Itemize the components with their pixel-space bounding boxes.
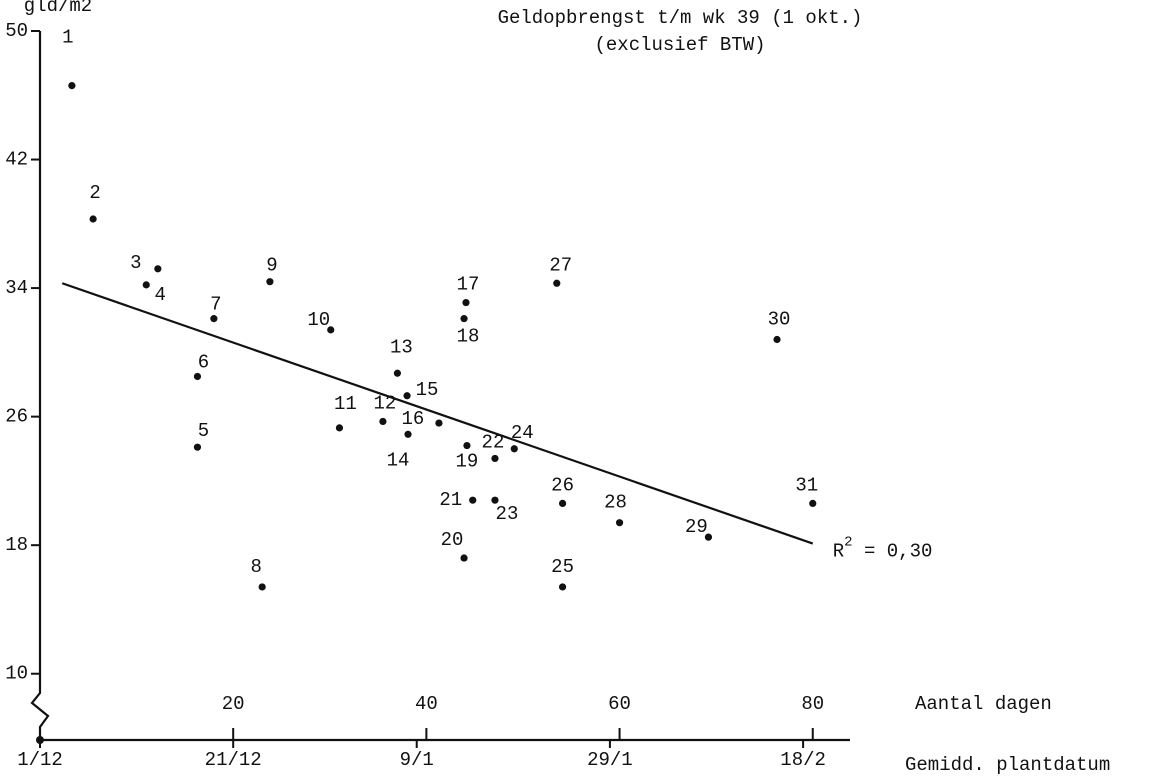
x-tick-label: 60 [608,693,631,715]
point-label: 11 [334,393,357,415]
data-point [142,281,150,289]
y-tick-label: 34 [5,277,28,299]
x-tick-label: 80 [801,693,824,715]
point-label: 12 [374,392,397,414]
point-label: 19 [456,451,479,473]
point-label: 3 [130,252,141,274]
x2-tick-label: 21/12 [205,749,262,771]
chart-subtitle: (exclusief BTW) [594,34,765,56]
data-point [491,454,499,463]
r2-sup: 2 [844,534,852,550]
data-point [553,279,561,287]
data-point [154,265,162,273]
trend-line [61,282,814,545]
data-point [210,315,218,323]
point-label: 8 [250,556,261,578]
x-axis-label: Aantal dagen [915,693,1052,715]
point-label: 22 [482,431,505,453]
x-tick-label: 20 [222,693,245,715]
x2-tick-label: 18/2 [780,749,826,771]
x-tick-label: 40 [415,693,438,715]
data-point [558,583,567,591]
x2-axis-label: Gemidd. plantdatum [905,754,1110,776]
chart-title: Geldopbrengst t/m wk 39 (1 okt.) [498,7,863,29]
x2-tick-label: 9/1 [400,749,434,771]
data-point [435,419,443,427]
data-point [89,215,97,223]
point-label: 27 [549,254,572,276]
data-point [460,315,468,323]
point-label: 13 [390,336,413,358]
y-axis-label: gld/m2 [24,0,92,17]
point-label: 2 [89,182,100,204]
data-point [393,369,402,377]
point-label: 18 [457,326,480,348]
data-point [491,496,499,504]
point-label: 25 [551,556,574,578]
data-point [266,278,274,286]
point-label: 1 [62,27,73,49]
x2-tick-label: 29/1 [587,749,633,771]
x2-tick-label: 1/12 [17,749,63,771]
point-label: 10 [307,309,330,331]
data-point [615,519,624,527]
data-point [510,445,518,453]
y-tick-label: 26 [5,406,28,428]
point-label: 21 [439,489,462,511]
data-point [704,533,713,541]
point-label: 30 [768,309,791,331]
data-point [460,554,468,562]
data-point [335,424,344,432]
point-label: 5 [198,420,209,442]
point-label: 6 [198,351,209,373]
point-label: 4 [155,284,166,306]
point-label: 15 [416,379,439,401]
y-tick-label: 18 [5,534,28,556]
data-point [404,430,412,438]
data-point [558,499,567,508]
point-label: 14 [387,449,410,471]
r2-rest: = 0,30 [853,541,933,563]
data-point [258,583,266,591]
data-point [773,335,781,344]
point-label: 24 [511,422,534,444]
data-point [68,82,76,90]
y-tick-label: 10 [5,663,28,685]
y-tick-label: 50 [5,20,28,42]
point-label: 16 [402,408,425,430]
point-label: 26 [551,474,574,496]
data-point [327,326,335,334]
point-label: 7 [210,294,221,316]
point-label: 28 [604,492,627,514]
point-label: 20 [441,529,464,551]
point-label: 9 [266,255,277,277]
data-point [462,298,470,307]
data-point [193,443,202,451]
y-axis [30,31,50,740]
point-label: 17 [457,274,480,296]
data-point [403,392,411,400]
r2-base: R [833,541,844,563]
data-point [469,496,477,504]
data-point [463,441,471,450]
r2-label: R2 = 0,30 [833,534,933,562]
data-point [809,499,817,508]
y-tick-label: 42 [5,149,28,171]
data-point [193,372,202,381]
point-label: 23 [496,503,519,525]
data-point [379,417,387,426]
point-label: 29 [685,516,708,538]
point-label: 31 [795,474,818,496]
